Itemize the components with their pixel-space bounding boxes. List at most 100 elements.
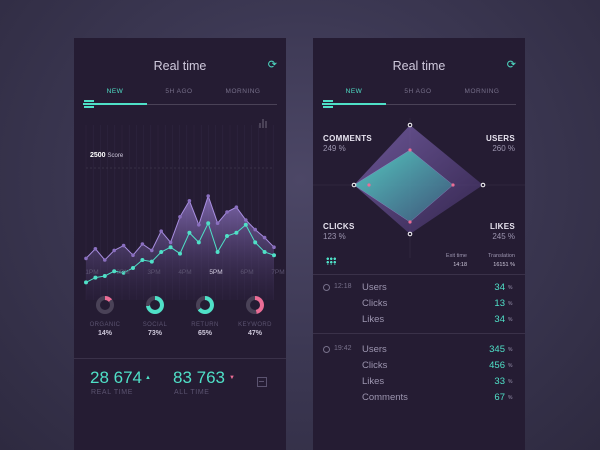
series-1-point [93, 275, 98, 280]
exit-time-label: Exit time [445, 253, 467, 259]
list-item-name: Likes [362, 314, 385, 325]
trend-down-icon: ▼ [229, 375, 235, 381]
alltime-label: ALL TIME [174, 389, 210, 396]
percent-unit: % [508, 301, 513, 307]
list-item-name: Clicks [362, 298, 388, 309]
series-1-point [178, 251, 182, 256]
series-2-point [150, 248, 154, 253]
radar-chart [313, 118, 525, 258]
series-1-point [243, 222, 248, 227]
x-axis-label: 3PM [147, 269, 161, 276]
tab-5h-ago[interactable]: 5H AGO [165, 88, 193, 95]
series-2-point [187, 199, 192, 203]
series-1-point [206, 221, 211, 226]
series-2-point [131, 253, 135, 257]
list-item-value: 34 [494, 282, 505, 293]
series-1-point [121, 270, 126, 275]
x-axis-label: 5PM [209, 269, 223, 276]
group-time: 19:42 [334, 345, 352, 352]
score-value: 2500 [90, 152, 106, 159]
clock-icon [323, 346, 330, 353]
x-axis-label: 2PM [116, 269, 130, 276]
realtime-label: REAL TIME [91, 389, 133, 396]
bar-chart-icon[interactable] [259, 119, 268, 128]
series-2-point [103, 258, 107, 262]
list-item-name: Users [362, 282, 387, 293]
percent-unit: % [508, 363, 513, 369]
alltime-value: 83 763 [173, 368, 225, 387]
kpi-value: 73% [147, 330, 162, 337]
radar-shape-front [354, 150, 453, 222]
series-1-point [187, 230, 192, 235]
tab-5h-ago[interactable]: 5H AGO [404, 88, 432, 95]
group-time: 12:18 [334, 283, 352, 290]
series-1-point [272, 253, 276, 258]
list-item-value: 456 [489, 360, 505, 371]
radar-clicks-value: 123 % [323, 232, 346, 241]
series-1-point [196, 240, 201, 245]
export-icon[interactable] [257, 377, 267, 387]
radar-users-value: 260 % [492, 144, 515, 153]
series-1-point [149, 259, 154, 264]
refresh-icon[interactable]: ⟳ [267, 59, 277, 71]
tab-bar: NEW 5H AGO MORNING [83, 88, 277, 105]
percent-unit: % [508, 317, 513, 323]
series-2-point [93, 247, 98, 251]
series-2-point [253, 227, 257, 232]
series-2-point [159, 229, 163, 233]
exit-time-value: 14:18 [453, 262, 467, 268]
tab-morning[interactable]: MORNING [464, 88, 500, 95]
radar-comments-value: 249 % [323, 144, 346, 153]
radar-likes-label: LIKES [489, 222, 515, 231]
grid-icon[interactable] [326, 257, 336, 265]
series-1-point [262, 250, 267, 254]
score-label: Score [107, 153, 124, 159]
list-item-name: Comments [362, 392, 408, 403]
percent-unit: % [508, 285, 513, 291]
series-2-point [178, 215, 182, 219]
series-2-point [168, 240, 173, 245]
x-axis-label: 6PM [240, 269, 254, 276]
active-tab-indicator [83, 103, 147, 105]
list-item-value: 67 [494, 392, 505, 403]
refresh-icon[interactable]: ⟳ [506, 59, 516, 71]
tab-new[interactable]: NEW [106, 88, 124, 95]
series-2-point [272, 245, 276, 249]
percent-unit: % [508, 347, 513, 353]
radar-comments-label: COMMENTS [323, 134, 373, 143]
trend-up-icon: ▲ [145, 375, 151, 381]
series-1-point [84, 280, 88, 285]
radar-users-label: USERS [485, 134, 515, 143]
tab-new[interactable]: NEW [345, 88, 363, 95]
kpi-value: 65% [197, 330, 212, 337]
translation-label: Translation [487, 253, 515, 259]
series-1-point [225, 234, 229, 238]
translation-value: 16151 % [493, 262, 515, 268]
kpi-label: RETURN [191, 322, 219, 328]
kpi-ring [146, 296, 164, 314]
series-1-point [131, 266, 135, 270]
x-axis-label: 4PM [178, 269, 192, 276]
tab-bar: NEW 5H AGO MORNING [322, 88, 516, 105]
series-2-point [112, 248, 116, 253]
series-2-point [215, 221, 220, 225]
kpi-ring [246, 296, 264, 314]
series-1-point [140, 258, 145, 262]
series-2-point [262, 235, 267, 240]
clock-icon [323, 284, 330, 291]
series-2-point [225, 210, 229, 214]
series-1-point [102, 274, 107, 278]
right-phone-screen: Real time ⟳ NEW 5H AGO MORNING [313, 38, 525, 450]
tab-morning[interactable]: MORNING [225, 88, 261, 95]
area-series-fill [86, 196, 274, 300]
kpi-value: 14% [97, 330, 112, 337]
list-item-value: 34 [494, 314, 505, 325]
x-axis-label: 1PM [85, 269, 99, 276]
series-2-point [234, 205, 239, 209]
percent-unit: % [508, 379, 513, 385]
list-item-name: Users [362, 344, 387, 355]
list-item-value: 13 [494, 298, 505, 309]
series-1-point [215, 250, 220, 254]
radar-clicks-label: CLICKS [323, 222, 355, 231]
list-item-value: 345 [489, 344, 505, 355]
